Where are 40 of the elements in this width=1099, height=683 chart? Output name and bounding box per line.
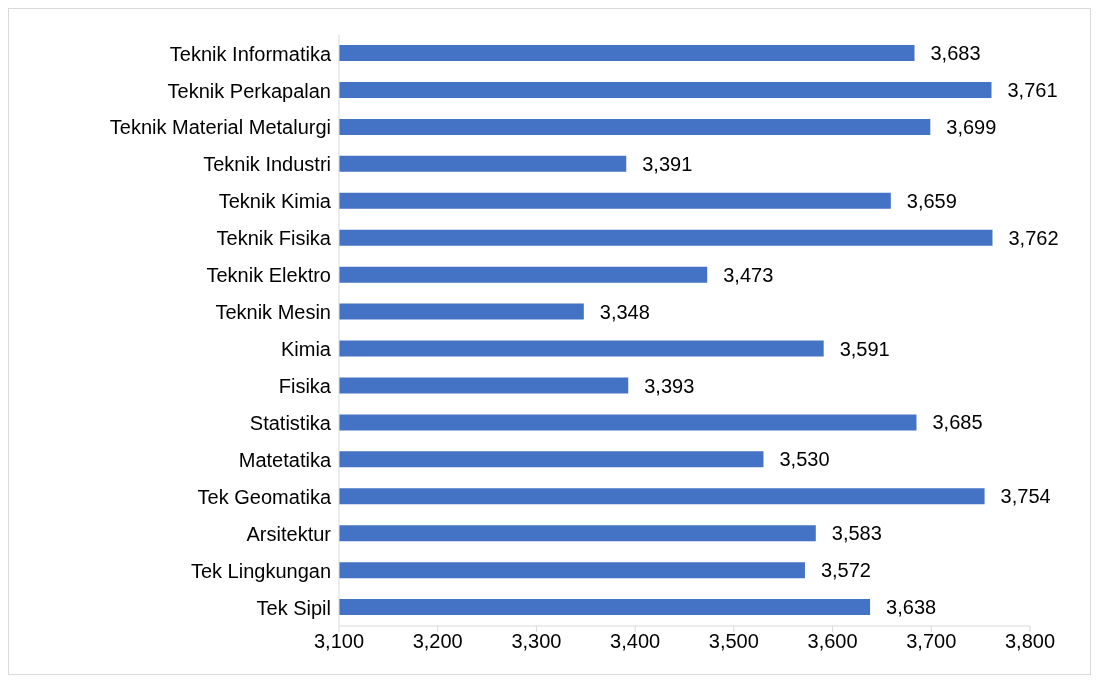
data-label: 3,391 [642,152,693,175]
data-label: 3,393 [644,374,695,397]
y-tick-label: Teknik Perkapalan [167,79,331,102]
y-tick-label: Tek Sipil [256,596,331,619]
data-label: 3,761 [1007,79,1058,102]
x-tick-label: 3,700 [906,630,957,653]
x-tick-label: 3,600 [807,630,858,653]
y-tick-label: Teknik Informatika [169,42,332,65]
x-tick-label: 3,200 [412,630,463,653]
y-tick-label: Arsitektur [246,522,332,545]
y-tick-label: Statistika [249,411,332,434]
x-tick-label: 3,500 [708,630,759,653]
y-tick-label: Teknik Industri [203,153,331,176]
y-tick-label: Teknik Fisika [216,227,332,250]
x-tick-label: 3,400 [610,630,661,653]
y-tick-label: Teknik Elektro [206,264,331,287]
y-tick-label: Kimia [280,338,332,361]
data-label: 3,583 [831,522,882,545]
y-tick-label: Teknik Material Metalurgi [109,116,331,139]
data-label: 3,638 [886,596,937,619]
y-tick-label: Tek Lingkungan [190,559,331,582]
data-label: 3,473 [723,263,774,286]
y-tick-label: Teknik Mesin [215,301,331,324]
x-tick-label: 3,300 [511,630,562,653]
y-tick-label: Teknik Kimia [218,190,332,213]
data-label: 3,683 [930,42,981,65]
data-label: 3,685 [932,411,983,434]
x-tick-label: 3,100 [313,630,365,653]
y-tick-label: Tek Geomatika [197,485,332,508]
data-label: 3,762 [1008,226,1059,249]
data-label: 3,659 [906,189,957,212]
data-label: 3,699 [946,115,997,138]
data-label: 3,591 [839,337,890,360]
data-label: 3,348 [599,300,650,323]
y-tick-label: Matetatika [238,448,332,471]
data-label: 3,530 [779,448,830,471]
y-tick-label: Fisika [278,375,332,398]
data-label: 3,754 [1000,485,1051,508]
x-tick-label: 3,800 [1004,630,1056,653]
data-label: 3,572 [820,559,871,582]
